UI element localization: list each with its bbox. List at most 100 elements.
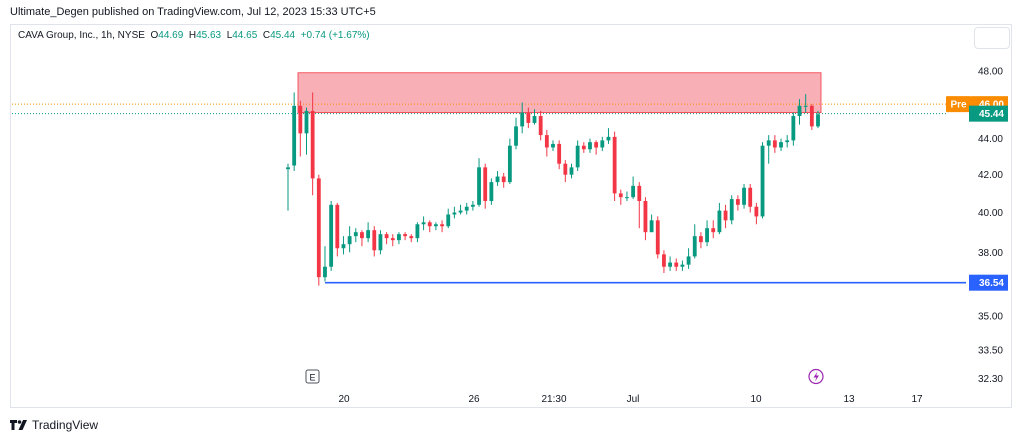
x-tick-label: 10 xyxy=(750,394,762,405)
candle-body xyxy=(668,262,673,267)
candle-body xyxy=(785,140,790,143)
candle-body xyxy=(772,140,777,148)
candle-body xyxy=(452,212,457,215)
candle-body xyxy=(612,136,617,194)
candle-body xyxy=(588,142,592,150)
candle-body xyxy=(514,126,518,146)
candle-body xyxy=(692,236,697,257)
x-tick-label: 17 xyxy=(911,394,923,405)
candle-body xyxy=(643,200,648,233)
x-tick-label: 20 xyxy=(338,394,350,405)
y-tick-label: 48.00 xyxy=(978,67,1003,78)
candle-body xyxy=(347,236,352,245)
last-price-badge xyxy=(969,105,1008,122)
candle-body xyxy=(483,167,488,201)
candle-body xyxy=(594,142,599,148)
brand-name: TradingView xyxy=(32,418,99,432)
candle-body xyxy=(581,145,586,150)
chart-options-button[interactable] xyxy=(974,27,1010,49)
candle-body xyxy=(717,210,722,233)
candle-body xyxy=(631,185,636,198)
candle-body xyxy=(680,264,685,267)
x-tick-label: 13 xyxy=(843,394,855,405)
candle-body xyxy=(323,266,327,278)
candle-body xyxy=(625,197,629,199)
low-label: L xyxy=(226,30,233,41)
candle-body xyxy=(698,236,703,243)
candle-body xyxy=(470,204,475,207)
y-tick-label: 35.00 xyxy=(978,312,1003,323)
symbol-legend: CAVA Group, Inc., 1h, NYSE O44.69 H45.63… xyxy=(18,30,370,41)
candle-body xyxy=(779,142,783,148)
candle-body xyxy=(655,220,660,255)
last-price-value: 45.44 xyxy=(979,109,1004,120)
candle-body xyxy=(286,167,290,170)
open-value: 44.69 xyxy=(158,30,184,41)
support-price-value: 36.54 xyxy=(979,278,1004,289)
candle-body xyxy=(606,136,611,141)
candle-body xyxy=(495,176,500,183)
candle-body xyxy=(797,105,802,117)
pre-label-badge xyxy=(946,96,971,113)
pre-label: Pre xyxy=(950,100,967,111)
candle-body xyxy=(735,199,740,205)
candle-body xyxy=(335,204,340,249)
candle-body xyxy=(507,145,512,183)
candle-body xyxy=(803,105,808,107)
candle-body xyxy=(298,105,303,134)
candle-body xyxy=(520,112,525,127)
candle-body xyxy=(600,140,605,148)
y-tick-label: 32.30 xyxy=(978,374,1003,385)
candle-body xyxy=(766,140,771,146)
pre-price-value: 46.00 xyxy=(979,100,1004,111)
candle-body xyxy=(341,244,346,249)
candle-body xyxy=(563,163,568,175)
candle-body xyxy=(489,182,494,201)
candle-body xyxy=(742,187,746,205)
candle-body xyxy=(397,234,401,241)
candle-body xyxy=(816,114,820,127)
candle-body xyxy=(477,167,481,205)
resistance-zone xyxy=(297,72,822,114)
candle-body xyxy=(353,232,358,237)
open-label: O xyxy=(150,30,159,41)
candle-body xyxy=(575,145,580,168)
candle-body xyxy=(415,224,420,239)
candle-body xyxy=(458,210,463,213)
candle-body xyxy=(464,206,469,211)
candle-body xyxy=(292,105,297,166)
candle-body xyxy=(649,220,654,233)
candle-body xyxy=(662,254,666,267)
candle-body xyxy=(433,224,438,227)
candle-body xyxy=(378,234,383,251)
candle-body xyxy=(809,105,814,127)
candle-body xyxy=(446,214,451,227)
candle-body xyxy=(760,145,765,217)
earnings-marker-label: E xyxy=(309,373,315,383)
y-tick-label: 33.50 xyxy=(978,346,1003,357)
candle-body xyxy=(409,236,414,239)
candle-body xyxy=(526,112,531,123)
y-tick-label: 44.00 xyxy=(978,134,1003,145)
support-price-badge xyxy=(969,274,1008,291)
candle-body xyxy=(686,256,691,265)
candle-body xyxy=(705,228,709,243)
change-value: +0.74 (+1.67%) xyxy=(300,30,370,41)
candle-body xyxy=(304,110,309,134)
candle-body xyxy=(637,185,642,201)
candle-body xyxy=(544,135,549,148)
candle-body xyxy=(791,116,796,141)
publish-line: Ultimate_Degen published on TradingView.… xyxy=(10,6,376,18)
high-label: H xyxy=(188,30,197,41)
candle-body xyxy=(618,193,623,198)
candle-body xyxy=(310,110,315,179)
candle-body xyxy=(329,204,334,267)
earnings-marker-box xyxy=(305,369,320,384)
high-value: 45.63 xyxy=(196,30,222,41)
candle-body xyxy=(421,222,426,225)
y-tick-label: 38.00 xyxy=(978,248,1003,259)
candle-body xyxy=(372,230,377,251)
candle-body xyxy=(501,176,506,183)
candle-body xyxy=(390,238,395,241)
